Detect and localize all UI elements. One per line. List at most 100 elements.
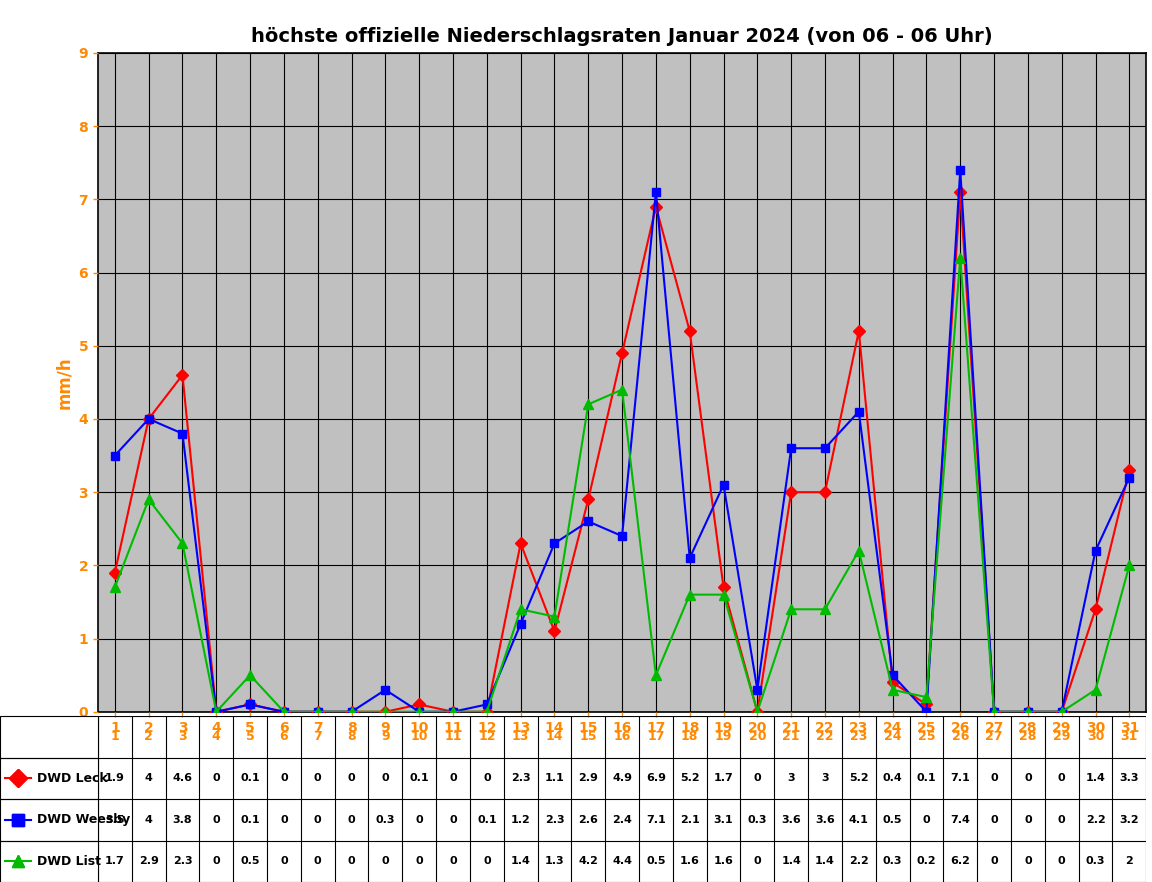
Text: 0: 0 [923,815,931,825]
Text: 0: 0 [381,774,389,783]
Text: 2: 2 [144,730,153,744]
Text: 28: 28 [1020,730,1037,744]
Text: 2.1: 2.1 [680,815,699,825]
Text: 2.2: 2.2 [1085,815,1106,825]
Text: 13: 13 [511,730,529,744]
Text: 0: 0 [313,856,321,866]
Text: 0.2: 0.2 [917,856,937,866]
Text: 0: 0 [313,774,321,783]
Text: 0: 0 [753,856,761,866]
Text: 0: 0 [381,856,389,866]
Text: 0.5: 0.5 [241,856,260,866]
Title: höchste offizielle Niederschlagsraten Januar 2024 (von 06 - 06 Uhr): höchste offizielle Niederschlagsraten Ja… [251,26,993,46]
Text: 0: 0 [348,856,355,866]
Text: 4.2: 4.2 [578,856,598,866]
Text: 0: 0 [212,856,220,866]
Text: 16: 16 [613,730,631,744]
Text: 18: 18 [681,730,698,744]
Text: 0: 0 [348,815,355,825]
Text: 3: 3 [787,774,795,783]
Text: 7.4: 7.4 [950,815,970,825]
Text: 21: 21 [782,730,799,744]
Text: 0.4: 0.4 [882,774,902,783]
Text: 3: 3 [179,730,187,744]
Text: 0.1: 0.1 [409,774,429,783]
Text: 27: 27 [985,730,1002,744]
Text: 14: 14 [546,730,563,744]
Text: 0: 0 [1024,815,1032,825]
Text: 6.9: 6.9 [646,774,666,783]
Text: 0: 0 [1024,856,1032,866]
Text: 4: 4 [145,774,152,783]
Text: 2: 2 [1126,856,1134,866]
Text: 3.5: 3.5 [105,815,124,825]
Text: 1.7: 1.7 [713,774,734,783]
Text: 0.5: 0.5 [882,815,902,825]
Text: 4.9: 4.9 [612,774,632,783]
Text: 0: 0 [753,774,761,783]
Text: 19: 19 [715,730,733,744]
Text: 1.4: 1.4 [781,856,801,866]
Text: 2.3: 2.3 [545,815,564,825]
Text: 29: 29 [1053,730,1070,744]
Text: 0: 0 [348,774,355,783]
Text: 17: 17 [647,730,665,744]
Text: DWD List: DWD List [37,855,101,868]
Text: 0: 0 [212,815,220,825]
Text: 5: 5 [245,730,255,744]
Text: 0: 0 [416,815,423,825]
Text: 4.4: 4.4 [612,856,632,866]
Text: 0.1: 0.1 [477,815,497,825]
Text: 12: 12 [478,730,495,744]
Text: 3: 3 [821,774,828,783]
Text: 5.2: 5.2 [849,774,869,783]
Text: 0: 0 [1058,815,1066,825]
Text: 5.2: 5.2 [680,774,699,783]
Text: 1.2: 1.2 [510,815,531,825]
Text: 3.3: 3.3 [1120,774,1139,783]
Text: 1.6: 1.6 [713,856,734,866]
Text: 4.1: 4.1 [849,815,869,825]
Text: 2.3: 2.3 [510,774,530,783]
Text: 0: 0 [483,774,491,783]
Text: 1.1: 1.1 [545,774,564,783]
Text: 2.2: 2.2 [849,856,869,866]
Text: 1.3: 1.3 [545,856,564,866]
Text: 0: 0 [1024,774,1032,783]
Text: 4: 4 [212,730,221,744]
Text: 1.6: 1.6 [680,856,699,866]
Text: 20: 20 [749,730,766,744]
Text: 0: 0 [449,815,457,825]
Text: 2.9: 2.9 [138,856,159,866]
Text: 0.3: 0.3 [882,856,902,866]
Text: 0.3: 0.3 [748,815,767,825]
Text: DWD Leck: DWD Leck [37,772,108,785]
Text: 3.6: 3.6 [781,815,801,825]
Text: 0: 0 [313,815,321,825]
Text: 3.6: 3.6 [816,815,835,825]
Text: 4: 4 [145,815,152,825]
Text: 1: 1 [111,730,119,744]
Text: 1.4: 1.4 [1085,774,1106,783]
Text: 0: 0 [280,815,288,825]
Text: 3.1: 3.1 [714,815,734,825]
Text: 0.1: 0.1 [241,774,260,783]
Text: 7.1: 7.1 [646,815,666,825]
Text: 9: 9 [381,730,389,744]
Text: 0.3: 0.3 [376,815,395,825]
Text: 0: 0 [483,856,491,866]
Text: 10: 10 [410,730,427,744]
Text: 0.1: 0.1 [917,774,937,783]
Text: 22: 22 [817,730,834,744]
Text: 24: 24 [884,730,901,744]
Text: 1.9: 1.9 [105,774,124,783]
Text: 0.5: 0.5 [646,856,666,866]
Text: 0: 0 [991,856,998,866]
Text: 7.1: 7.1 [950,774,970,783]
Text: 2.3: 2.3 [173,856,192,866]
Text: 0: 0 [449,856,457,866]
Text: 0.1: 0.1 [241,815,260,825]
Text: 0: 0 [1058,774,1066,783]
Text: 3.8: 3.8 [173,815,192,825]
Text: 15: 15 [579,730,597,744]
